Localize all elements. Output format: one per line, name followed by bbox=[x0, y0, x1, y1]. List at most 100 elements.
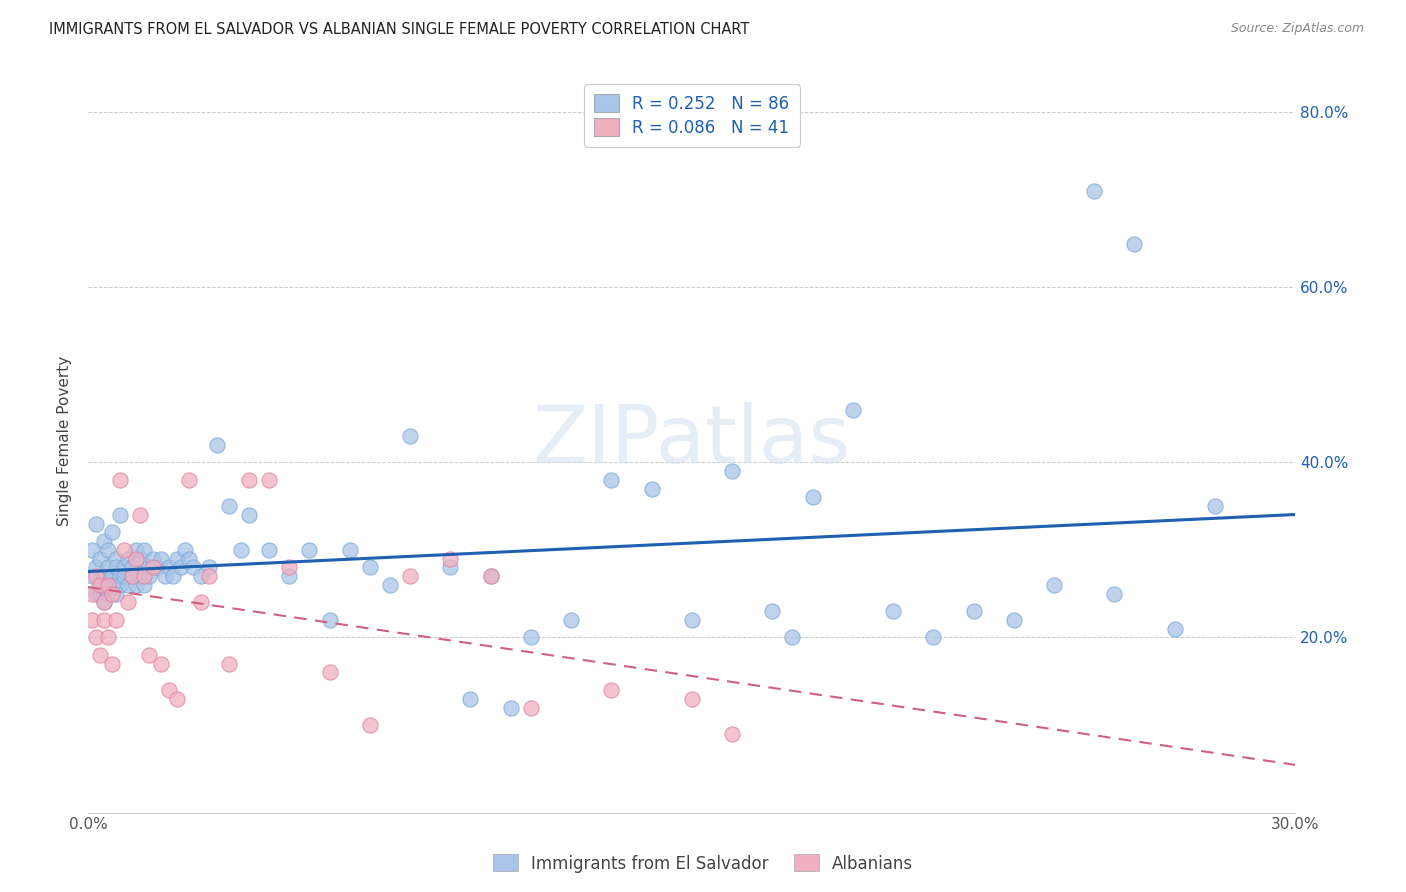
Point bbox=[298, 543, 321, 558]
Point bbox=[129, 569, 152, 583]
Point bbox=[339, 543, 361, 558]
Point bbox=[962, 604, 984, 618]
Point bbox=[110, 578, 132, 592]
Point bbox=[157, 560, 180, 574]
Point bbox=[922, 631, 945, 645]
Point bbox=[134, 569, 156, 583]
Point bbox=[82, 587, 104, 601]
Point bbox=[359, 560, 381, 574]
Point bbox=[112, 569, 135, 583]
Point bbox=[1083, 184, 1105, 198]
Point bbox=[560, 613, 582, 627]
Point bbox=[157, 683, 180, 698]
Point bbox=[141, 551, 163, 566]
Point bbox=[721, 464, 744, 478]
Legend: R = 0.252   N = 86, R = 0.086   N = 41: R = 0.252 N = 86, R = 0.086 N = 41 bbox=[583, 84, 800, 146]
Point bbox=[117, 551, 139, 566]
Point bbox=[162, 569, 184, 583]
Y-axis label: Single Female Poverty: Single Female Poverty bbox=[58, 355, 72, 525]
Point bbox=[479, 569, 502, 583]
Point bbox=[93, 534, 115, 549]
Point bbox=[129, 508, 152, 522]
Point bbox=[84, 569, 107, 583]
Point bbox=[177, 551, 200, 566]
Point bbox=[318, 613, 340, 627]
Point bbox=[177, 473, 200, 487]
Point bbox=[138, 648, 160, 662]
Point bbox=[238, 508, 260, 522]
Point bbox=[721, 727, 744, 741]
Point bbox=[640, 482, 662, 496]
Point bbox=[110, 508, 132, 522]
Point bbox=[218, 657, 240, 671]
Point bbox=[181, 560, 204, 574]
Point bbox=[439, 551, 461, 566]
Point bbox=[93, 569, 115, 583]
Point bbox=[1164, 622, 1187, 636]
Point bbox=[125, 543, 148, 558]
Point bbox=[1204, 499, 1226, 513]
Point bbox=[110, 569, 132, 583]
Point bbox=[121, 560, 143, 574]
Point bbox=[801, 491, 824, 505]
Point bbox=[105, 613, 128, 627]
Point bbox=[105, 551, 128, 566]
Point bbox=[278, 560, 301, 574]
Point bbox=[97, 587, 120, 601]
Point bbox=[89, 648, 111, 662]
Point bbox=[89, 587, 111, 601]
Point bbox=[170, 560, 193, 574]
Point bbox=[1043, 578, 1066, 592]
Point bbox=[149, 551, 172, 566]
Point bbox=[84, 631, 107, 645]
Point bbox=[97, 631, 120, 645]
Point bbox=[125, 551, 148, 566]
Point bbox=[121, 569, 143, 583]
Point bbox=[84, 560, 107, 574]
Point bbox=[89, 551, 111, 566]
Point bbox=[278, 569, 301, 583]
Point bbox=[121, 569, 143, 583]
Point bbox=[84, 587, 107, 601]
Point bbox=[520, 700, 543, 714]
Point bbox=[141, 560, 163, 574]
Point bbox=[460, 691, 482, 706]
Point bbox=[1104, 587, 1126, 601]
Point bbox=[173, 543, 195, 558]
Point bbox=[93, 595, 115, 609]
Point bbox=[112, 560, 135, 574]
Point bbox=[681, 691, 703, 706]
Point bbox=[110, 473, 132, 487]
Point bbox=[439, 560, 461, 574]
Point bbox=[89, 578, 111, 592]
Point bbox=[138, 560, 160, 574]
Point bbox=[761, 604, 783, 618]
Point bbox=[93, 595, 115, 609]
Point bbox=[145, 560, 167, 574]
Point bbox=[129, 551, 152, 566]
Point bbox=[97, 543, 120, 558]
Legend: Immigrants from El Salvador, Albanians: Immigrants from El Salvador, Albanians bbox=[486, 847, 920, 880]
Point bbox=[82, 543, 104, 558]
Point bbox=[101, 587, 124, 601]
Point bbox=[138, 569, 160, 583]
Point bbox=[166, 551, 188, 566]
Point bbox=[190, 569, 212, 583]
Point bbox=[166, 691, 188, 706]
Point bbox=[198, 560, 221, 574]
Point bbox=[82, 613, 104, 627]
Point bbox=[499, 700, 522, 714]
Point bbox=[125, 578, 148, 592]
Point bbox=[105, 587, 128, 601]
Point bbox=[101, 525, 124, 540]
Point bbox=[782, 631, 804, 645]
Point bbox=[105, 560, 128, 574]
Point bbox=[198, 569, 221, 583]
Point bbox=[520, 631, 543, 645]
Point bbox=[318, 665, 340, 680]
Point bbox=[399, 429, 422, 443]
Point bbox=[218, 499, 240, 513]
Point bbox=[97, 560, 120, 574]
Point bbox=[1123, 236, 1146, 251]
Point bbox=[101, 569, 124, 583]
